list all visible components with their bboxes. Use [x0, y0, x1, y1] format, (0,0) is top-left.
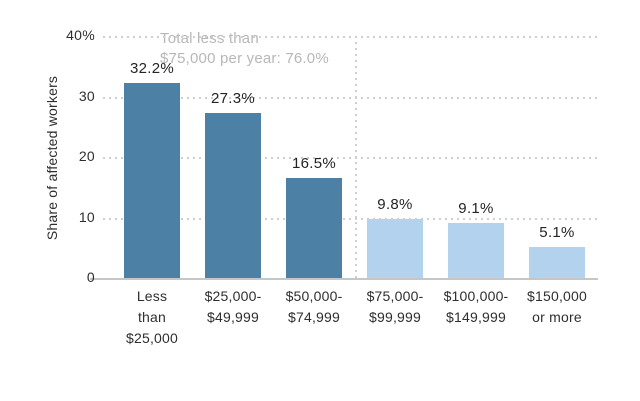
bar — [124, 83, 180, 278]
bar — [367, 219, 423, 278]
y-tick-label: 30 — [78, 88, 95, 104]
x-tick-label: Less than $25,000 — [125, 288, 178, 346]
x-tick-label: $150,000 or more — [527, 288, 587, 325]
bar-value-label: 9.1% — [458, 200, 494, 217]
gridline — [103, 218, 597, 220]
bar — [286, 178, 342, 278]
chart-annotation: Total less than $75,000 per year: 76.0% — [160, 30, 329, 67]
x-axis-line — [90, 278, 598, 280]
bar-value-label: 9.8% — [377, 196, 413, 213]
bar-value-label: 5.1% — [539, 224, 575, 241]
x-tick-label: $100,000- $149,999 — [443, 288, 509, 325]
bar-value-label: 27.3% — [210, 90, 256, 107]
group-separator-line — [355, 36, 357, 278]
gridline — [103, 157, 597, 159]
bar-value-label: 32.2% — [129, 60, 175, 77]
x-tick-label: $25,000- $49,999 — [204, 288, 262, 325]
x-tick-label: $75,000- $99,999 — [366, 288, 424, 325]
gridline — [103, 97, 597, 99]
y-tick-label: 0 — [86, 269, 95, 285]
y-tick-label: 40% — [66, 27, 95, 43]
gridline — [103, 36, 597, 38]
bar — [529, 247, 585, 278]
y-tick-label: 20 — [78, 148, 95, 164]
x-tick-label: $50,000- $74,999 — [285, 288, 343, 325]
bar — [205, 113, 261, 278]
y-tick-label: 10 — [78, 209, 95, 225]
bar — [448, 223, 504, 278]
bar-value-label: 16.5% — [291, 155, 337, 172]
